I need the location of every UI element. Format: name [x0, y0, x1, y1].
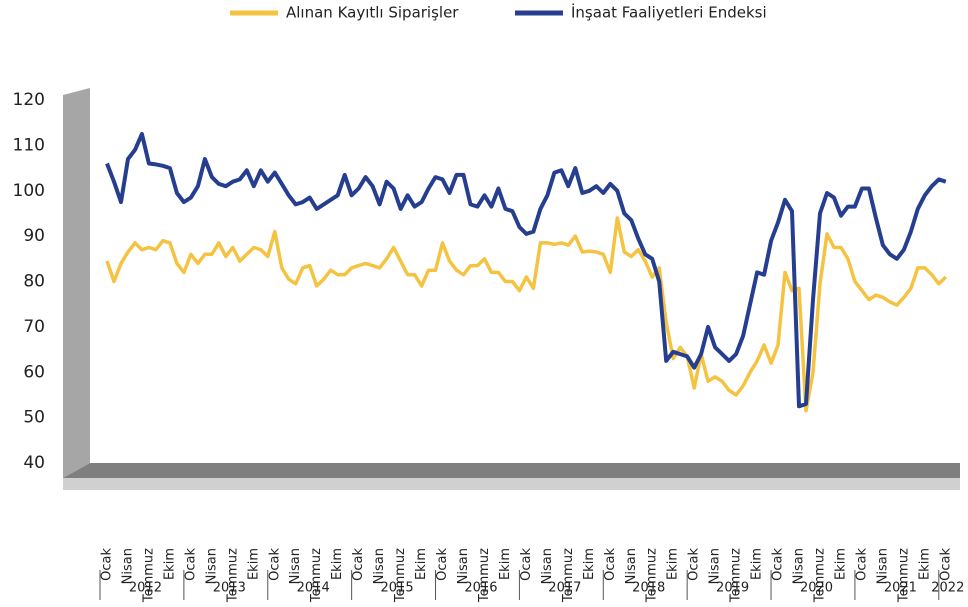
y-tick-label: 40: [23, 453, 45, 473]
x-tick-label: Nisan: [708, 548, 723, 584]
x-tick-label: Temmuz: [896, 548, 911, 603]
x-tick-label: Temmuz: [812, 548, 827, 603]
year-label: 2017: [548, 581, 581, 596]
x-tick-label: Ekim: [750, 548, 765, 580]
x-tick-label: Ekim: [917, 548, 932, 580]
x-tick-label: Temmuz: [309, 548, 324, 603]
x-tick-label: Ocak: [435, 548, 450, 581]
legend-label: Alınan Kayıtlı Siparişler: [286, 4, 459, 22]
y-tick-label: 120: [13, 90, 45, 110]
y-tick-label: 80: [23, 272, 45, 292]
x-tick-label: Ocak: [771, 548, 786, 581]
y-tick-label: 100: [13, 181, 45, 201]
year-label: 2019: [716, 581, 749, 596]
x-tick-label: Ocak: [351, 548, 366, 581]
x-tick-label: Temmuz: [141, 548, 156, 603]
year-label: 2012: [129, 581, 162, 596]
x-tick-label: Nisan: [875, 548, 890, 584]
x-tick-label: Nisan: [120, 548, 135, 584]
x-tick-label: Ocak: [854, 548, 869, 581]
x-tick-label: Ocak: [687, 548, 702, 581]
x-tick-label: Ekim: [330, 548, 345, 580]
series-line: [105, 216, 948, 413]
x-tick-label: Nisan: [288, 548, 303, 584]
x-tick-label: Nisan: [540, 548, 555, 584]
year-label: 2020: [800, 581, 833, 596]
year-label: 2022: [931, 581, 964, 596]
floor: [63, 463, 960, 478]
year-label: 2016: [464, 581, 497, 596]
x-tick-label: Temmuz: [477, 548, 492, 603]
x-tick-label: Temmuz: [225, 548, 240, 603]
x-tick-label: Temmuz: [393, 548, 408, 603]
x-tick-label: Ocak: [100, 548, 115, 581]
x-tick-label: Temmuz: [645, 548, 660, 603]
y-tick-label: 110: [13, 135, 45, 155]
legend-label: İnşaat Faaliyetleri Endeksi: [571, 3, 767, 22]
x-tick-label: Nisan: [792, 548, 807, 584]
floor-edge: [63, 478, 960, 490]
year-label: 2021: [884, 581, 917, 596]
x-tick-label: Nisan: [624, 548, 639, 584]
year-label: 2015: [381, 581, 414, 596]
x-tick-label: Ekim: [246, 548, 261, 580]
x-tick-label: Ocak: [603, 548, 618, 581]
x-tick-label: Ocak: [938, 548, 953, 581]
x-tick-label: Ekim: [666, 548, 681, 580]
year-label: 2013: [213, 581, 246, 596]
left-wall: [63, 88, 90, 478]
x-tick-label: Ocak: [519, 548, 534, 581]
x-tick-label: Nisan: [372, 548, 387, 584]
series-line: [105, 132, 947, 409]
y-tick-label: 90: [23, 226, 45, 246]
year-label: 2014: [297, 581, 330, 596]
x-tick-label: Ekim: [582, 548, 597, 580]
x-tick-label: Ekim: [162, 548, 177, 580]
x-tick-label: Temmuz: [729, 548, 744, 603]
y-tick-label: 70: [23, 317, 45, 337]
y-tick-label: 50: [23, 408, 45, 428]
x-tick-label: Ocak: [267, 548, 282, 581]
y-tick-label: 60: [23, 362, 45, 382]
x-tick-label: Nisan: [204, 548, 219, 584]
x-tick-label: Ekim: [498, 548, 513, 580]
x-tick-label: Ekim: [833, 548, 848, 580]
x-tick-label: Nisan: [456, 548, 471, 584]
x-tick-label: Ocak: [183, 548, 198, 581]
x-tick-label: Temmuz: [561, 548, 576, 603]
x-tick-label: Ekim: [414, 548, 429, 580]
year-label: 2018: [632, 581, 665, 596]
